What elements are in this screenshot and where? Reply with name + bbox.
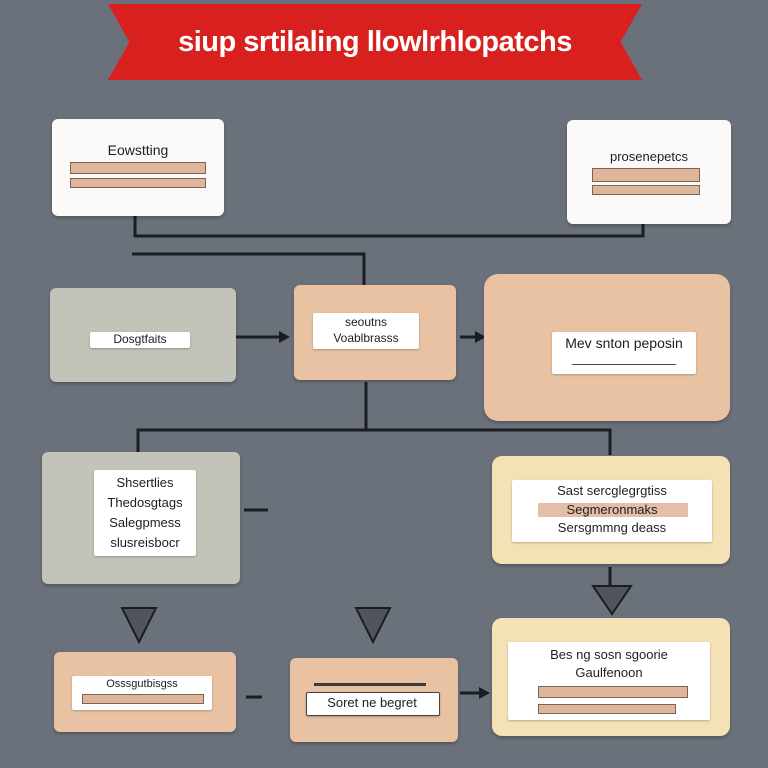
node-mid-center-card <box>313 313 419 349</box>
arrowhead-bottom-right <box>479 687 490 699</box>
node-bottom-center-card <box>306 692 440 716</box>
node-lower-left-line1: Shsertlies <box>116 475 174 490</box>
node-top-left-label: Eowstting <box>107 142 169 158</box>
node-top-left-bar <box>70 162 206 174</box>
node-bottom-center-label: Soret ne begret <box>327 695 417 710</box>
node-mid-right-label: Mev snton peposin <box>565 335 683 351</box>
node-mid-center-line1: seoutns <box>344 315 388 329</box>
node-top-right-label: prosenepetcs <box>609 149 689 164</box>
node-bottom-left-bar <box>82 694 204 704</box>
node-mid-right-rule <box>572 364 676 365</box>
title-banner <box>108 4 642 80</box>
node-lower-left-line4: slusreisbocr <box>110 535 180 550</box>
node-lower-left-card <box>94 470 196 556</box>
diagram-title: siup srtilaling llowlrhlopatchs <box>178 25 572 58</box>
down-arrow-right <box>591 585 633 616</box>
node-top-right-bar <box>592 168 700 182</box>
node-bottom-right-line1: Bes ng sosn sgoorie <box>550 647 668 662</box>
node-top-left-bar <box>70 178 206 188</box>
connector-branch <box>136 428 612 455</box>
node-bottom-right-bar <box>538 686 688 698</box>
connector-mid-top <box>132 252 366 288</box>
node-lower-left-line2: Thedosgtags <box>107 495 183 510</box>
node-mid-center-line2: Voablbrasss <box>333 331 399 345</box>
node-mid-left-label: Dosgtfaits <box>113 332 167 346</box>
down-arrow-center <box>354 607 392 645</box>
node-mid-right-card <box>552 332 696 374</box>
node-mid-left-card <box>90 332 190 348</box>
node-bottom-right-line2: Gaulfenoon <box>575 665 643 680</box>
node-bottom-left-card <box>72 676 212 710</box>
node-lower-left-line3: Salegpmess <box>109 515 181 530</box>
node-lower-right-line3: Sersgmmng deass <box>557 520 667 535</box>
node-bottom-center-rule <box>314 683 426 686</box>
node-bottom-left-label: Osssgutbisgss <box>106 678 178 690</box>
node-lower-right-line1: Sast sercglegrgtiss <box>557 483 667 498</box>
node-top-right-bar <box>592 185 700 195</box>
node-bottom-right-bar <box>538 704 676 714</box>
node-lower-right-line2: Segmeronmaks <box>566 502 658 517</box>
down-arrow-left <box>120 607 158 645</box>
arrowhead-mid-right <box>475 331 486 343</box>
arrowhead-left-mid <box>279 331 290 343</box>
node-lower-right-bar <box>538 503 688 517</box>
